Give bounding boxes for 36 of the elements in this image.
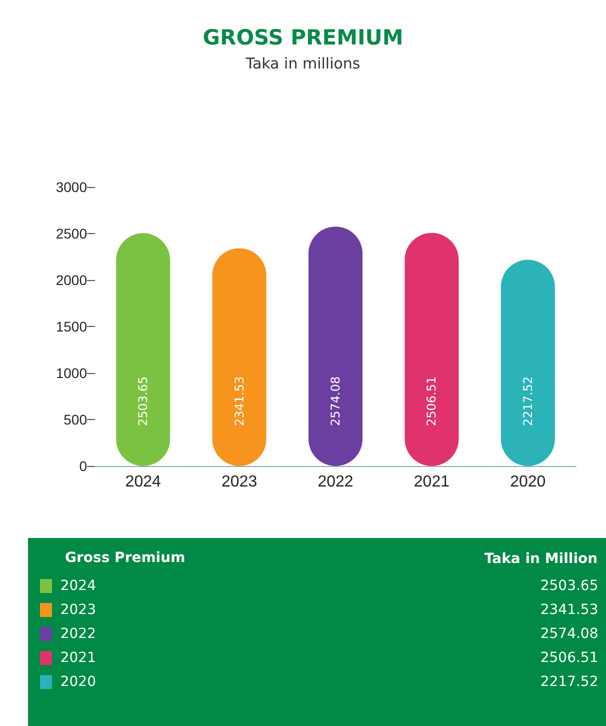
y-tick-label: 3000 — [56, 179, 88, 195]
y-tick-label: 0 — [79, 458, 88, 474]
data-label: 2506.51 — [540, 650, 598, 666]
y-tick-label: 2000 — [56, 272, 88, 288]
data-label: 2574.08 — [540, 626, 598, 642]
y-tick-label: 2023 — [60, 602, 96, 618]
y-tick-label: 1500 — [56, 318, 88, 334]
bar — [116, 233, 170, 466]
x-tick-label: Taka in Million — [484, 551, 598, 567]
data-label: 2217.52 — [520, 376, 535, 426]
bar — [404, 232, 459, 466]
y-tick-label: 2024 — [60, 578, 96, 594]
bar — [500, 260, 555, 466]
y-tick-label: 500 — [64, 412, 88, 428]
x-tick-label: 2022 — [318, 474, 354, 490]
data-label: 2506.51 — [424, 376, 439, 426]
chart-subtitle: Taka in millions — [244, 54, 360, 72]
y-tick-label: 1000 — [56, 365, 88, 381]
data-label: 2217.52 — [540, 674, 598, 690]
y-tick-label: 2022 — [60, 626, 96, 642]
y-axis-title: Gross Premium — [65, 550, 186, 566]
y-tick-label: 2021 — [60, 650, 96, 666]
x-tick-label: 2023 — [222, 474, 258, 490]
y-tick-label: 2500 — [56, 226, 88, 242]
bar — [308, 226, 362, 466]
data-label: 2341.53 — [540, 602, 598, 618]
data-label: 2574.08 — [328, 376, 342, 426]
data-label: 2341.53 — [232, 376, 246, 426]
x-tick-label: 2020 — [510, 474, 546, 490]
data-label: 2503.65 — [136, 376, 150, 426]
chart-title: GROSS PREMIUM — [202, 26, 404, 50]
bar — [212, 248, 266, 466]
x-tick-label: 2021 — [414, 474, 450, 490]
x-tick-label: 2024 — [125, 474, 161, 490]
data-label: 2503.65 — [540, 578, 598, 594]
y-tick-label: 2020 — [60, 674, 96, 690]
